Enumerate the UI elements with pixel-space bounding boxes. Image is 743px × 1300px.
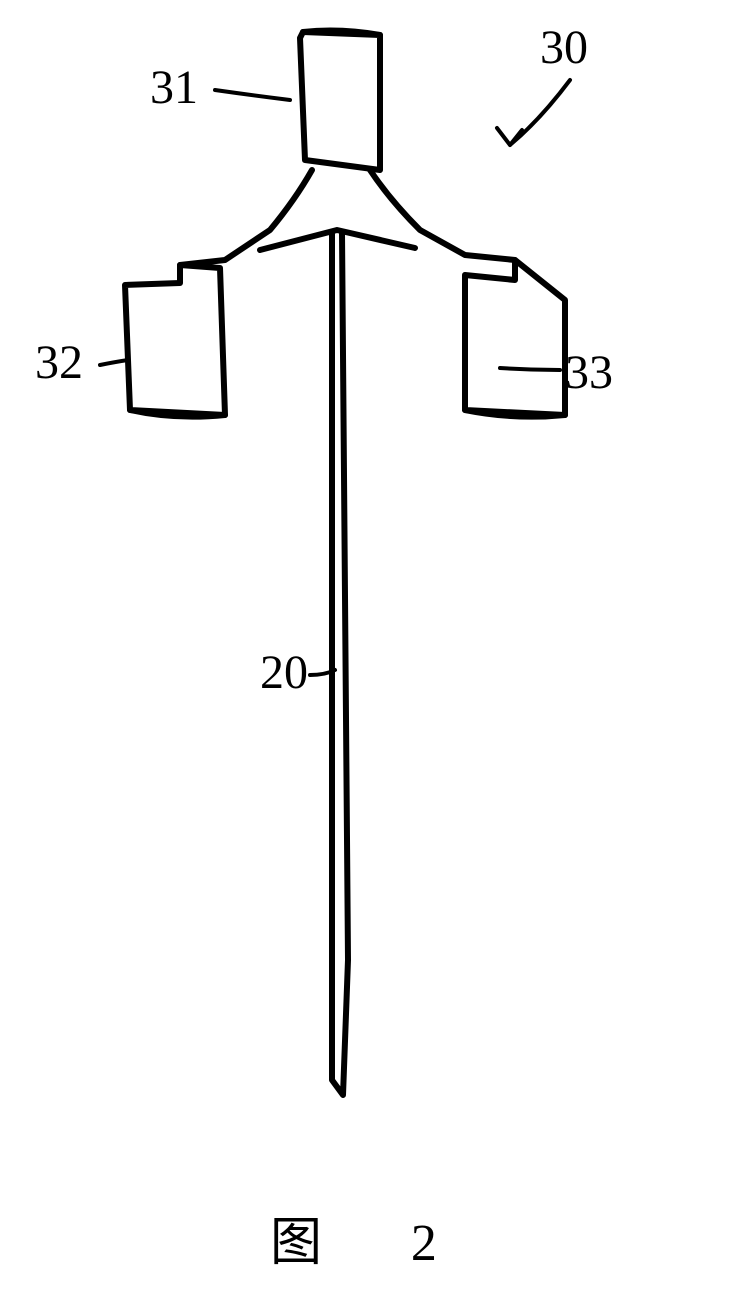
top-block-shape <box>300 32 380 170</box>
label-20: 20 <box>260 645 308 700</box>
leader-line-32 <box>100 360 128 365</box>
center-joint <box>260 230 415 250</box>
needle-shape <box>332 233 348 1095</box>
caption-number: 2 <box>411 1215 437 1272</box>
label-33: 33 <box>565 345 613 400</box>
caption-cn: 图 <box>270 1214 322 1272</box>
figure-caption: 图 2 <box>270 1200 437 1275</box>
right-block-shape <box>465 260 565 415</box>
label-32: 32 <box>35 335 83 390</box>
right-arm <box>370 170 515 260</box>
left-block-shape <box>125 265 225 415</box>
arrow-30 <box>497 128 522 145</box>
leader-line-31 <box>215 90 290 100</box>
figure-diagram: 30 31 32 33 20 图 2 <box>0 0 743 1300</box>
diagram-svg <box>0 0 743 1300</box>
label-31: 31 <box>150 60 198 115</box>
label-30: 30 <box>540 20 588 75</box>
left-arm <box>180 170 312 265</box>
leader-line-33 <box>500 368 560 370</box>
